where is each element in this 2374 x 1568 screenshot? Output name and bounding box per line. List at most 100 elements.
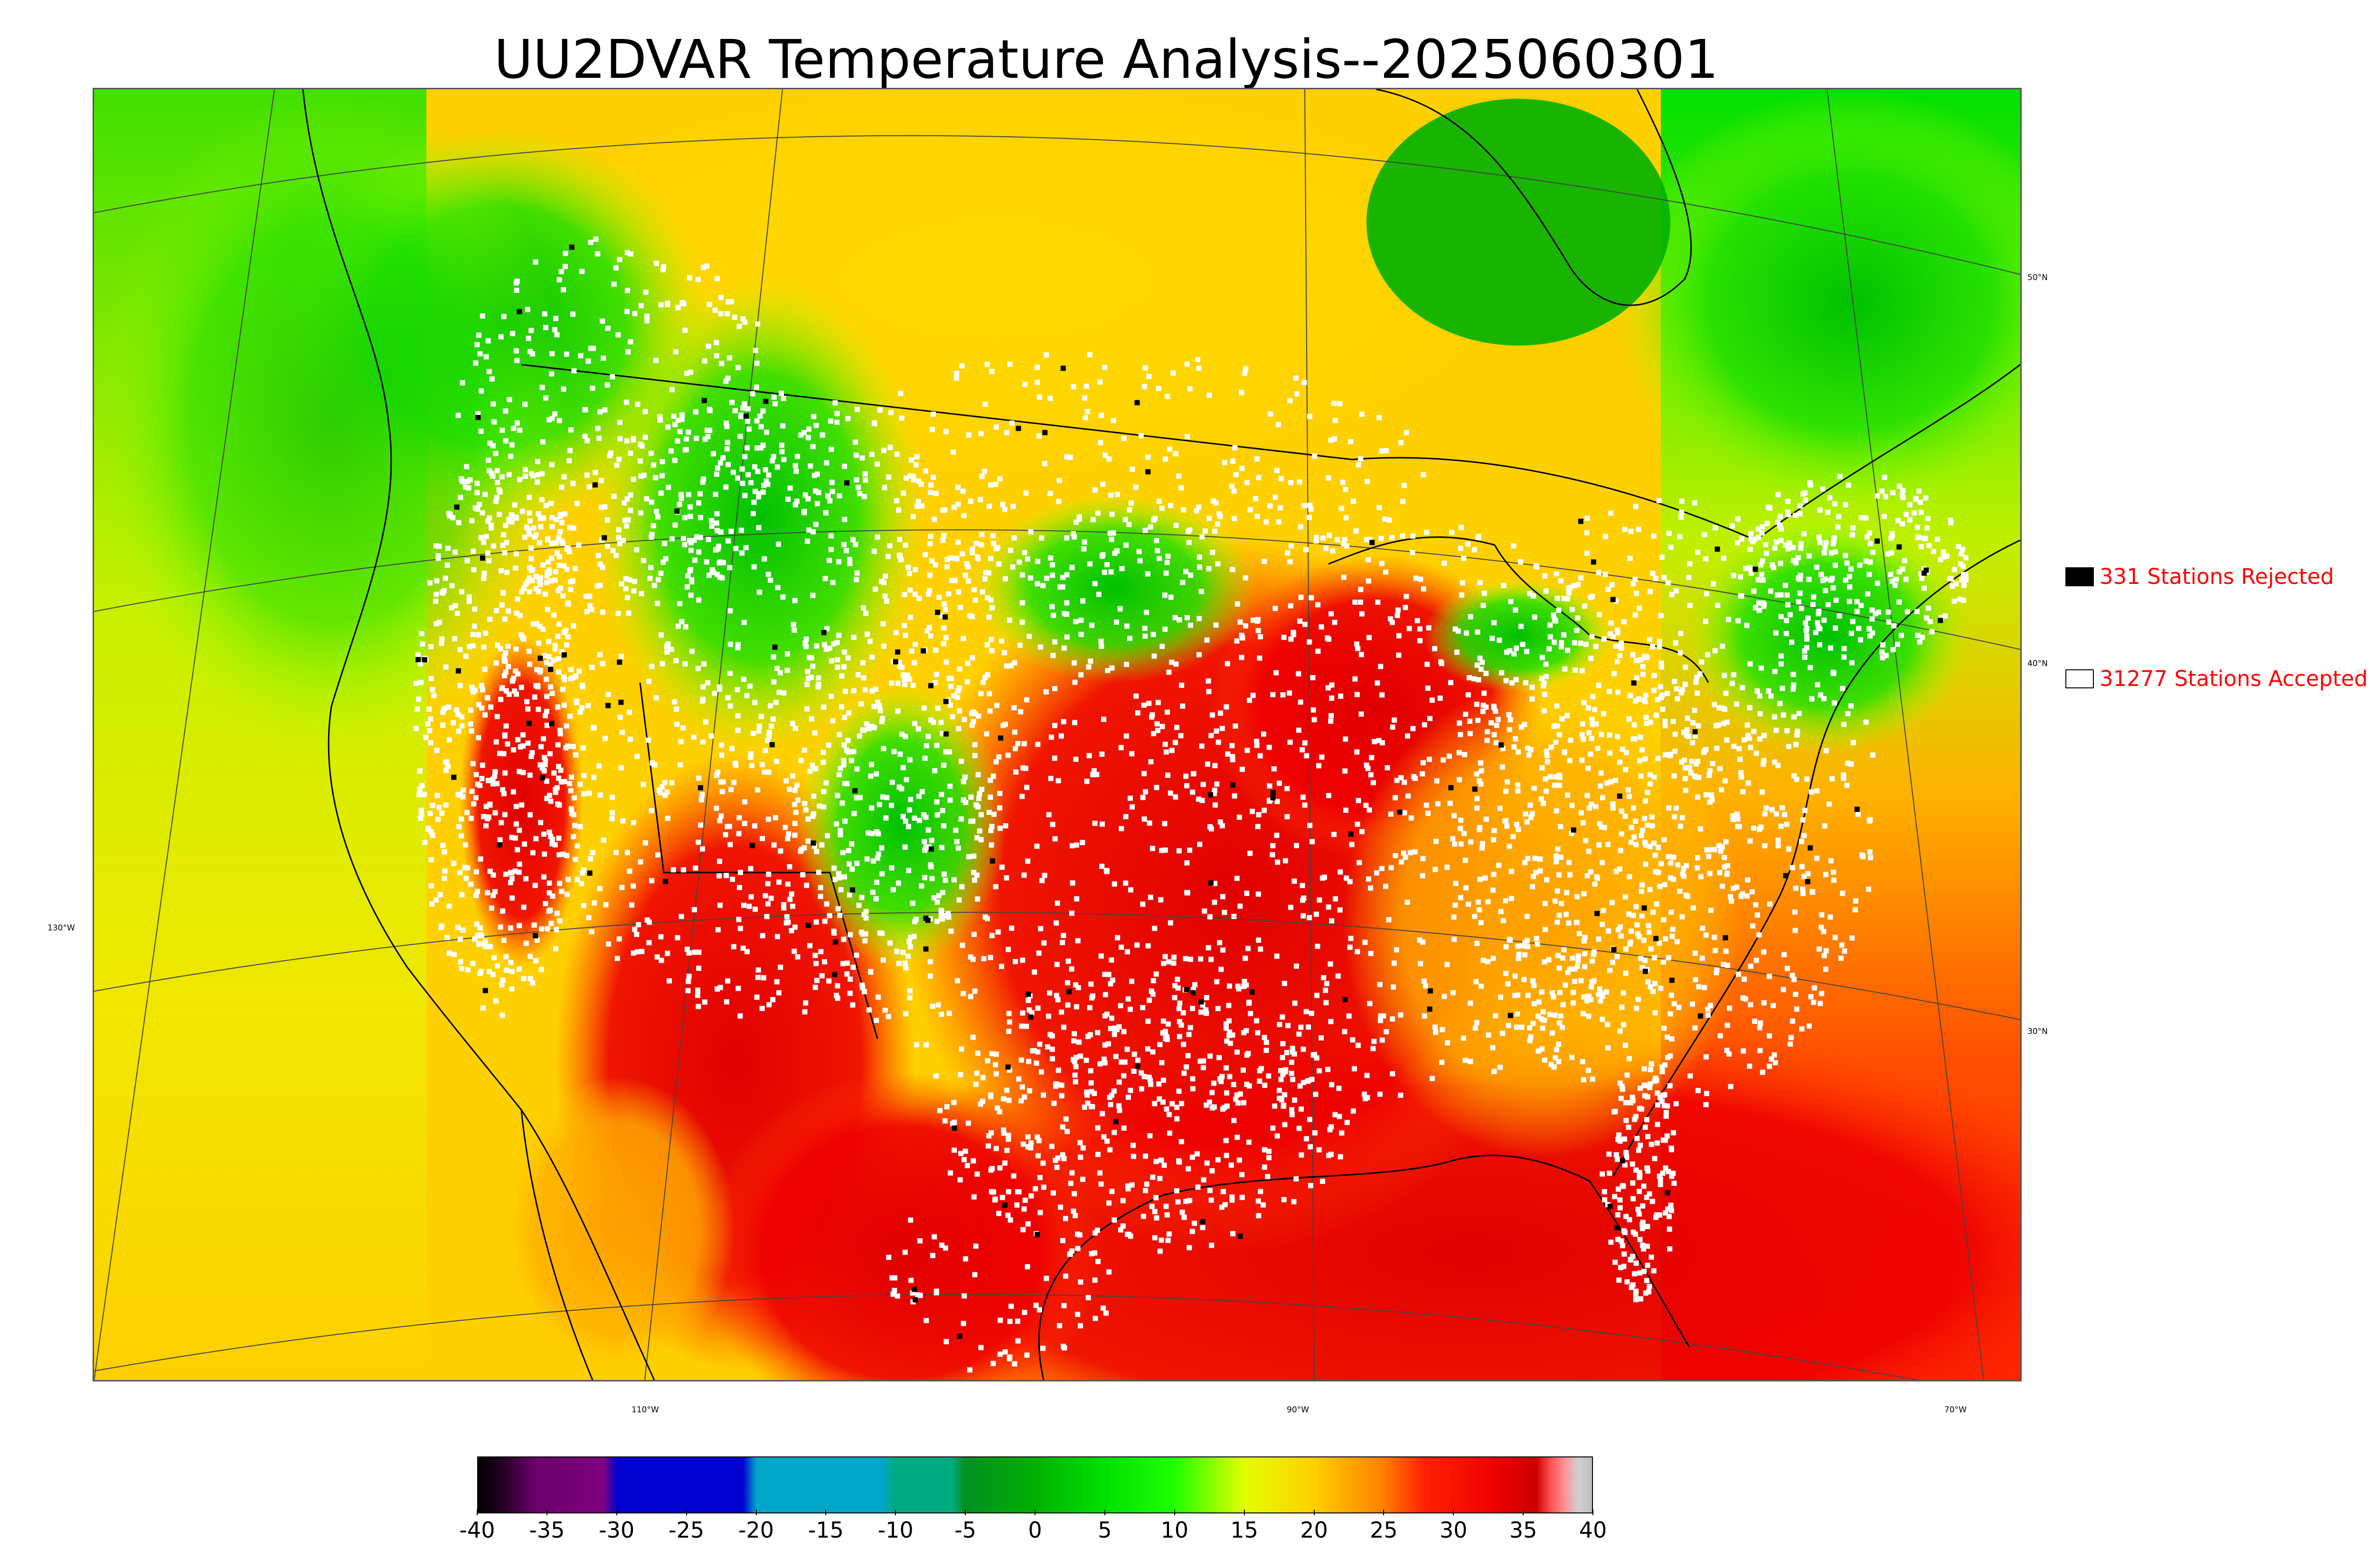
station-accepted-dot bbox=[666, 485, 671, 490]
station-accepted-dot bbox=[1530, 978, 1536, 984]
station-accepted-dot bbox=[766, 1002, 772, 1007]
station-accepted-dot bbox=[589, 929, 594, 935]
station-accepted-dot bbox=[544, 709, 549, 714]
station-accepted-dot bbox=[1814, 788, 1820, 794]
station-accepted-dot bbox=[1500, 918, 1506, 923]
station-accepted-dot bbox=[1715, 602, 1721, 608]
station-accepted-dot bbox=[816, 870, 821, 875]
field-greatlakes-green bbox=[1423, 578, 1613, 692]
station-accepted-dot bbox=[501, 314, 507, 319]
station-accepted-dot bbox=[1638, 1085, 1643, 1091]
station-accepted-dot bbox=[1599, 824, 1604, 830]
station-accepted-dot bbox=[768, 703, 773, 709]
station-accepted-dot bbox=[894, 498, 899, 504]
station-accepted-dot bbox=[793, 809, 799, 815]
station-accepted-dot bbox=[1257, 655, 1262, 661]
station-accepted-dot bbox=[1290, 1077, 1296, 1082]
station-accepted-dot bbox=[503, 669, 509, 675]
station-accepted-dot bbox=[1148, 1081, 1154, 1087]
station-accepted-dot bbox=[736, 831, 742, 836]
station-accepted-dot bbox=[1209, 1168, 1215, 1174]
station-accepted-dot bbox=[1485, 899, 1491, 905]
station-accepted-dot bbox=[1655, 1102, 1660, 1108]
station-accepted-dot bbox=[1496, 863, 1502, 868]
station-accepted-dot bbox=[1565, 792, 1571, 798]
station-accepted-dot bbox=[513, 821, 519, 827]
station-accepted-dot bbox=[1634, 658, 1639, 663]
station-accepted-dot bbox=[1497, 1064, 1503, 1070]
station-accepted-dot bbox=[928, 717, 934, 723]
station-accepted-dot bbox=[874, 1018, 879, 1023]
station-accepted-dot bbox=[804, 682, 810, 687]
station-accepted-dot bbox=[1676, 1005, 1682, 1010]
station-accepted-dot bbox=[662, 779, 668, 785]
station-accepted-dot bbox=[1528, 747, 1534, 752]
station-accepted-dot bbox=[766, 872, 772, 877]
station-accepted-dot bbox=[763, 467, 768, 472]
station-accepted-dot bbox=[1551, 612, 1556, 618]
station-accepted-dot bbox=[868, 773, 874, 779]
station-accepted-dot bbox=[1757, 1025, 1762, 1031]
station-accepted-dot bbox=[639, 948, 645, 954]
station-accepted-dot bbox=[1895, 518, 1901, 524]
station-accepted-dot bbox=[1320, 1179, 1325, 1184]
station-accepted-dot bbox=[1687, 561, 1693, 566]
station-accepted-dot bbox=[1117, 606, 1123, 611]
station-accepted-dot bbox=[1112, 1032, 1117, 1037]
station-accepted-dot bbox=[1394, 778, 1400, 783]
station-accepted-dot bbox=[514, 288, 519, 293]
station-accepted-dot bbox=[1600, 921, 1605, 927]
station-rejected-dot bbox=[548, 667, 554, 672]
station-accepted-dot bbox=[696, 597, 702, 603]
station-accepted-dot bbox=[1666, 530, 1672, 536]
station-accepted-dot bbox=[1002, 1349, 1008, 1355]
station-accepted-dot bbox=[816, 681, 821, 687]
station-accepted-dot bbox=[1059, 1093, 1065, 1099]
station-accepted-dot bbox=[1633, 842, 1639, 847]
station-accepted-dot bbox=[682, 542, 688, 547]
station-rejected-dot bbox=[1641, 905, 1647, 911]
station-rejected-dot bbox=[1498, 742, 1504, 748]
station-accepted-dot bbox=[1902, 558, 1907, 563]
station-accepted-dot bbox=[1766, 505, 1771, 510]
station-accepted-dot bbox=[616, 527, 622, 533]
station-accepted-dot bbox=[675, 935, 680, 940]
station-accepted-dot bbox=[483, 534, 489, 539]
station-accepted-dot bbox=[934, 919, 940, 924]
station-accepted-dot bbox=[1823, 967, 1828, 972]
station-accepted-dot bbox=[1705, 1013, 1711, 1018]
station-accepted-dot bbox=[1477, 656, 1483, 661]
station-accepted-dot bbox=[458, 495, 463, 500]
station-accepted-dot bbox=[887, 445, 893, 451]
station-accepted-dot bbox=[717, 574, 723, 580]
station-accepted-dot bbox=[1502, 818, 1508, 824]
station-accepted-dot bbox=[763, 479, 769, 484]
station-accepted-dot bbox=[914, 1042, 919, 1048]
station-accepted-dot bbox=[1681, 865, 1686, 871]
station-accepted-dot bbox=[1542, 959, 1547, 965]
station-accepted-dot bbox=[1668, 545, 1674, 550]
station-accepted-dot bbox=[1478, 920, 1484, 925]
station-accepted-dot bbox=[556, 621, 562, 627]
station-accepted-dot bbox=[928, 482, 934, 488]
station-accepted-dot bbox=[1479, 841, 1485, 846]
station-accepted-dot bbox=[1002, 507, 1008, 512]
station-accepted-dot bbox=[704, 559, 709, 565]
station-accepted-dot bbox=[1041, 940, 1047, 946]
station-accepted-dot bbox=[1739, 536, 1744, 542]
station-accepted-dot bbox=[775, 585, 781, 591]
station-accepted-dot bbox=[1395, 607, 1401, 613]
station-rejected-dot bbox=[1369, 540, 1375, 545]
station-accepted-dot bbox=[922, 839, 927, 845]
station-accepted-dot bbox=[440, 723, 446, 728]
station-accepted-dot bbox=[884, 598, 890, 604]
station-accepted-dot bbox=[1762, 811, 1768, 817]
station-accepted-dot bbox=[1554, 854, 1560, 860]
station-accepted-dot bbox=[1519, 1024, 1525, 1030]
station-accepted-dot bbox=[1589, 716, 1595, 722]
station-accepted-dot bbox=[523, 467, 528, 473]
station-accepted-dot bbox=[549, 524, 555, 529]
station-accepted-dot bbox=[742, 319, 748, 325]
station-accepted-dot bbox=[1480, 603, 1486, 608]
station-accepted-dot bbox=[1034, 844, 1040, 849]
